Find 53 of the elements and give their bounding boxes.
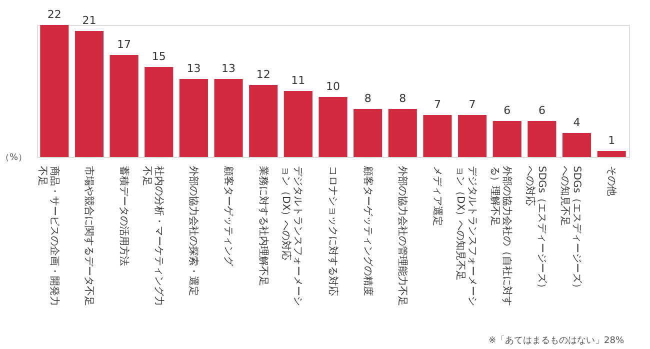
bar (284, 91, 312, 157)
x-tick-label: SDGs（エスディージーズ）への対応 (524, 166, 548, 294)
bar (354, 109, 382, 157)
x-tick-label: 顧客ターゲッティング (222, 166, 235, 267)
bar (179, 79, 208, 157)
bar (318, 97, 348, 157)
data-label: 10 (326, 80, 340, 93)
x-tick-label: 外部の協力会社の（自社に対する）理解不足 (489, 166, 514, 306)
y-axis-title: （%） (0, 153, 27, 163)
x-tick-label: 商品・サービスの企画・開発力不足 (36, 166, 60, 306)
bar (249, 85, 278, 157)
bar (214, 79, 243, 157)
data-label: 21 (82, 14, 96, 27)
bar (144, 67, 174, 157)
x-tick-label: その他 (606, 166, 618, 196)
x-tick-label: メディア選定 (431, 166, 444, 226)
data-label: 7 (468, 98, 476, 111)
bar (74, 31, 104, 157)
x-tick-label: 業務に対する社内理解不足 (257, 166, 270, 286)
data-label: 11 (291, 74, 306, 87)
text: ※「あてはまるものはない」28% (488, 335, 624, 346)
bar (40, 25, 69, 157)
x-tick-label: SDGs（エスディージーズ）への知見不足 (558, 166, 583, 294)
x-tick-label: 蓄積データの活用方法 (118, 166, 130, 266)
bar (528, 121, 556, 157)
data-label: 13 (186, 62, 201, 75)
bar (562, 133, 592, 157)
bar (458, 115, 487, 157)
data-label: 17 (117, 38, 132, 51)
x-tick-label: デジタルトランスフォーメーション（DX）への知見不足 (454, 166, 478, 306)
data-label: 12 (256, 68, 270, 81)
data-label: 7 (434, 98, 441, 111)
bar (597, 151, 626, 157)
data-label: 8 (364, 92, 372, 105)
data-label: 6 (504, 104, 511, 117)
x-tick-label: 顧客ターゲッティングの精度 (362, 166, 374, 296)
x-tick-label: 社内の分析・マーケティング力不足 (140, 166, 165, 306)
data-label: 15 (152, 50, 166, 63)
bar (423, 115, 452, 157)
data-label: 8 (399, 92, 406, 105)
bar (110, 55, 138, 157)
x-tick-label: デジタルトランスフォーメーション（DX）への対応 (280, 166, 304, 306)
data-label: 1 (608, 134, 616, 147)
x-tick-label: コロナショックに対する対応 (327, 166, 339, 296)
data-label: 22 (47, 8, 62, 21)
x-tick-label: 外部の協力会社の探索・選定 (188, 166, 200, 296)
x-tick-label: 市場や競合に関するデータ不足 (83, 166, 96, 306)
bar (492, 121, 522, 157)
data-label: 13 (222, 62, 236, 75)
x-tick-label: 外部の協力会社の管理能力不足 (396, 166, 409, 306)
bar (388, 109, 417, 157)
data-label: 4 (573, 116, 580, 129)
data-label: 6 (538, 104, 546, 117)
